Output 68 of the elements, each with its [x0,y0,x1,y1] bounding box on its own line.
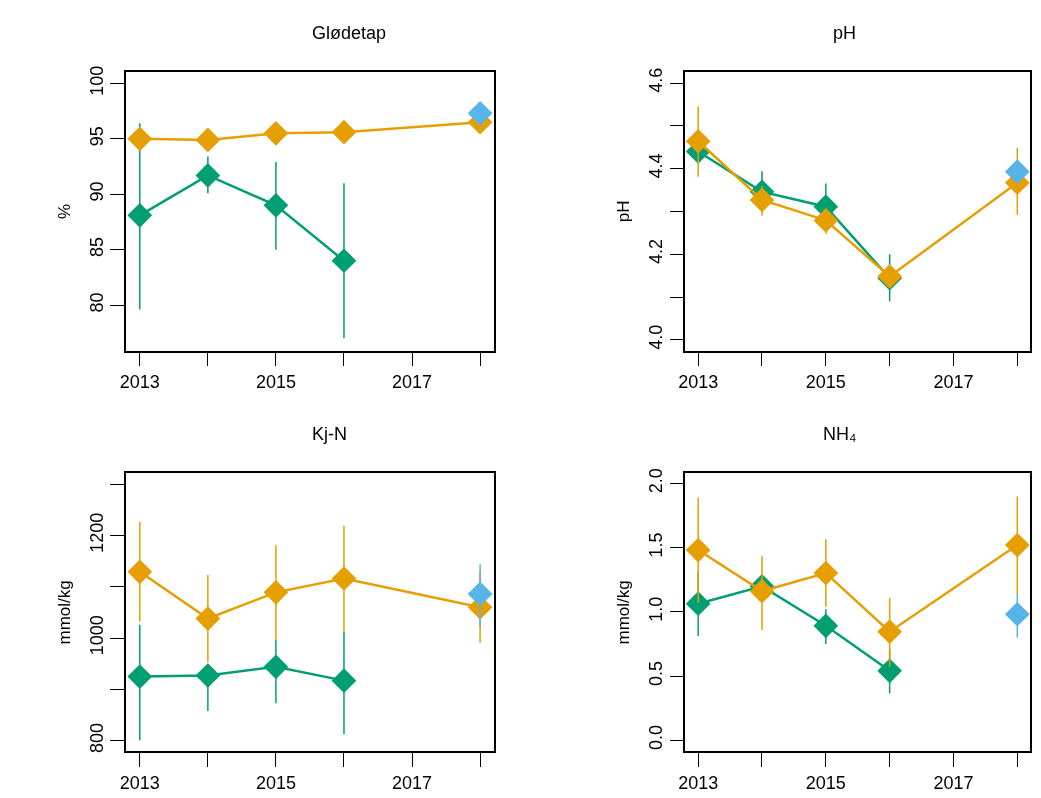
point [685,128,711,154]
point [1004,532,1030,558]
y-tick-label: 95 [87,126,108,147]
y-tick-label: 2.0 [646,468,667,494]
point [331,248,357,274]
y-tick-label: 80 [87,292,108,313]
y-tick-label: 1000 [87,615,108,656]
x-tick-label: 2015 [805,772,846,793]
y-tick-label: 90 [87,181,108,202]
point [685,537,711,563]
y-tick-label: 4.2 [646,239,667,265]
y-axis-title: mmol/kg [614,580,634,645]
x-tick-label: 2013 [678,772,719,793]
point [813,560,839,586]
y-tick-label: 800 [87,722,108,753]
point [467,581,493,607]
point [263,580,289,605]
y-tick-label: 1.5 [646,532,667,558]
point [331,668,357,693]
x-tick-label: 2015 [255,772,296,793]
y-tick-label: 4.4 [646,153,667,179]
y-tick-label: 4.0 [646,324,667,350]
point [331,566,357,591]
x-tick-label: 2015 [805,371,846,392]
point [1004,159,1030,184]
y-tick-label: 85 [87,236,108,257]
point [263,192,289,218]
point [813,613,839,639]
chart-title: Glødetap [312,23,387,43]
x-tick-label: 2015 [255,371,296,392]
y-axis-title: mmol/kg [55,580,75,645]
point [877,658,903,684]
x-tick-label: 2013 [119,772,160,793]
point [749,578,775,604]
point [127,664,153,689]
x-tick-label: 2017 [392,772,433,793]
point [195,663,221,688]
y-axis-title: % [55,203,75,219]
x-tick-label: 2013 [678,371,719,392]
point [813,208,839,233]
point [331,119,357,145]
y-tick-label: 4.6 [646,67,667,93]
x-tick-label: 2017 [933,772,974,793]
point [263,120,289,146]
point [1004,601,1030,627]
point [195,127,221,153]
point [877,619,903,645]
point [263,654,289,680]
point [127,202,153,228]
point [685,591,711,617]
point [127,559,153,585]
y-tick-label: 0.0 [646,725,667,751]
point [195,606,221,631]
y-tick-label: 0.5 [646,660,667,686]
y-tick-label: 1200 [87,512,108,553]
y-tick-label: 100 [87,65,108,96]
point [467,101,493,126]
y-axis-title: pH [614,200,634,223]
point [195,163,221,188]
chart-title: Kj-N [312,424,347,444]
chart-title: NH₄ [823,424,857,444]
x-tick-label: 2017 [392,371,433,392]
point [749,187,775,213]
y-tick-label: 1.0 [646,596,667,622]
x-tick-label: 2013 [119,371,160,392]
chart-title: pH [833,23,857,43]
point [127,126,153,152]
x-tick-label: 2017 [933,371,974,392]
